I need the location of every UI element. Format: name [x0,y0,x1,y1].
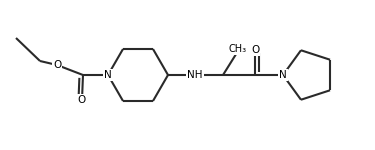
Text: O: O [78,95,86,105]
Text: N: N [104,70,112,80]
Text: O: O [251,45,259,55]
Text: CH₃: CH₃ [229,44,247,54]
Text: N: N [279,70,287,80]
Text: O: O [53,60,61,70]
Text: NH: NH [187,70,203,80]
